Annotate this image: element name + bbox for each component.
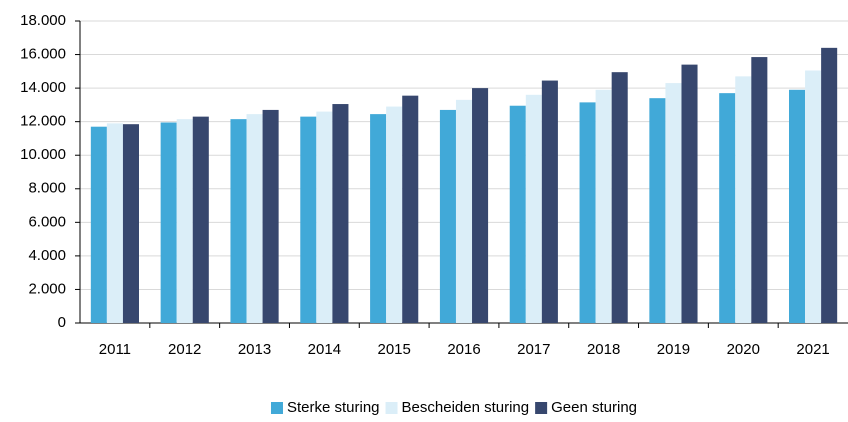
- x-tick-label: 2021: [796, 341, 829, 358]
- legend-swatch: [385, 402, 398, 414]
- x-tick-label: 2020: [727, 341, 760, 358]
- bar: [386, 106, 403, 323]
- legend-label: Sterke sturing: [287, 399, 380, 416]
- y-tick-label: 12.000: [20, 113, 66, 130]
- bar: [805, 70, 822, 323]
- bar: [665, 83, 682, 323]
- bar: [719, 93, 736, 324]
- x-tick-label: 2019: [657, 341, 690, 358]
- y-tick-label: 2.000: [28, 280, 66, 297]
- x-tick-label: 2018: [587, 341, 620, 358]
- bar: [509, 105, 526, 323]
- bar: [595, 89, 612, 324]
- bar: [751, 57, 768, 323]
- bar: [821, 47, 838, 323]
- x-tick-label: 2015: [377, 341, 410, 358]
- bar: [316, 111, 333, 323]
- bar: [262, 109, 279, 323]
- bar: [370, 114, 387, 323]
- legend-label: Geen sturing: [551, 399, 637, 416]
- y-tick-label: 8.000: [28, 180, 66, 197]
- bar: [176, 119, 193, 324]
- y-tick-label: 6.000: [28, 213, 66, 230]
- bar: [122, 124, 139, 323]
- x-tick-label: 2014: [308, 341, 341, 358]
- bar: [649, 98, 666, 323]
- bar: [579, 102, 596, 323]
- x-tick-label: 2016: [447, 341, 480, 358]
- bar: [681, 64, 698, 323]
- bar: [300, 116, 317, 323]
- y-tick-label: 18.000: [20, 12, 66, 29]
- bar: [541, 80, 558, 323]
- bar: [160, 122, 177, 323]
- y-tick-label: 14.000: [20, 79, 66, 96]
- bar: [472, 88, 489, 323]
- y-tick-label: 4.000: [28, 247, 66, 264]
- y-tick-label: 16.000: [20, 46, 66, 63]
- bar: [90, 126, 107, 323]
- bar: [402, 95, 419, 324]
- bar: [192, 116, 209, 323]
- x-tick-label: 2012: [168, 341, 201, 358]
- bar: [332, 104, 349, 323]
- bar: [439, 109, 456, 323]
- bar: [789, 89, 806, 324]
- legend-swatch: [270, 402, 283, 414]
- x-tick-label: 2013: [238, 341, 271, 358]
- x-tick-label: 2017: [517, 341, 550, 358]
- bar: [611, 72, 628, 323]
- bar: [735, 76, 752, 323]
- legend-swatch: [535, 402, 548, 414]
- bar: [230, 119, 247, 324]
- bar: [246, 114, 263, 323]
- y-tick-label: 0: [58, 314, 66, 331]
- y-tick-label: 10.000: [20, 146, 66, 163]
- legend-label: Bescheiden sturing: [402, 399, 530, 416]
- bar: [455, 99, 473, 323]
- bar: [525, 94, 542, 323]
- x-tick-label: 2011: [99, 341, 131, 358]
- bar: [106, 123, 123, 323]
